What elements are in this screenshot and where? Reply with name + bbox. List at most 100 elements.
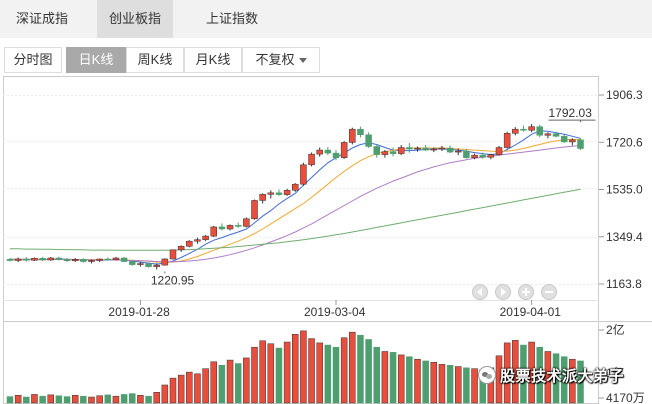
ma60-line <box>10 188 581 251</box>
candle <box>14 257 22 263</box>
volume-bar <box>129 393 136 404</box>
candle <box>243 217 250 228</box>
candle-body <box>177 246 185 251</box>
candle <box>292 183 299 192</box>
volume-bar <box>88 396 95 404</box>
zoom-out-icon[interactable] <box>541 284 557 300</box>
index-tab-bar: 深证成指 创业板指 上证指数 <box>0 0 652 38</box>
candle-body <box>96 258 103 261</box>
volume-bar <box>316 342 323 404</box>
volume-bar <box>560 356 568 404</box>
price-tick-label: 1349.4 <box>606 230 643 244</box>
candle <box>31 257 38 262</box>
chevron-down-icon <box>298 58 307 64</box>
candle-body <box>283 190 291 195</box>
candle-body <box>463 150 470 158</box>
tab-monthly-k[interactable]: 月K线 <box>184 47 242 73</box>
candle-body <box>569 139 576 143</box>
volume-bar <box>471 368 478 404</box>
candle <box>218 223 226 231</box>
candle-body <box>422 147 429 151</box>
pan-left-icon[interactable] <box>472 284 488 300</box>
volume-bar <box>324 344 332 404</box>
candle <box>104 257 112 261</box>
volume-bar <box>544 351 552 404</box>
candle <box>414 146 421 152</box>
candle-body <box>226 225 234 230</box>
candle <box>300 162 307 186</box>
ma20-line <box>9 145 581 263</box>
candle <box>267 190 275 199</box>
kline-chart[interactable]: 1906.3 1720.6 1535.0 1349.4 1163.8 1220.95 17… <box>0 76 652 404</box>
candle <box>194 237 201 244</box>
volume-bar <box>218 364 226 404</box>
tab-intraday[interactable]: 分时图 <box>4 47 62 73</box>
candle <box>226 224 234 231</box>
candle-body <box>381 151 389 155</box>
candle <box>129 260 136 266</box>
candle-body <box>544 133 552 136</box>
volume-bar <box>194 373 201 404</box>
adjust-select[interactable]: 不复权 <box>242 47 320 73</box>
candle <box>324 147 332 156</box>
volume-bar <box>455 366 462 404</box>
tab-shenzhen-component[interactable]: 深证成指 <box>15 11 68 26</box>
candle-body <box>365 134 372 147</box>
zoom-in-icon[interactable] <box>518 284 534 300</box>
volume-bar <box>169 377 177 404</box>
candle-body <box>71 259 79 262</box>
volume-bar <box>503 342 511 404</box>
watermark: 股票技术派大弟子 <box>478 364 624 386</box>
candle <box>283 188 291 196</box>
volume-bar <box>23 396 30 404</box>
volume-bar <box>80 395 87 404</box>
pan-right-icon[interactable] <box>495 284 511 300</box>
volume-bar <box>397 354 405 404</box>
candle <box>528 124 535 133</box>
candle-body <box>389 151 397 154</box>
volume-bar <box>389 352 397 404</box>
tab-shanghai-composite[interactable]: 上证指数 <box>205 11 258 26</box>
date-tick-label: 2019-01-28 <box>108 305 170 319</box>
candle <box>80 258 87 263</box>
candle-body <box>186 240 193 247</box>
date-axis: 2019-01-28 2019-03-04 2019-04-01 <box>108 300 561 319</box>
volume-bar <box>120 394 128 404</box>
candle <box>137 262 144 267</box>
volume-bar <box>552 353 560 404</box>
candle-body <box>332 152 340 158</box>
tab-chinext[interactable]: 创业板指 <box>97 0 173 38</box>
candle <box>259 193 266 204</box>
wechat-icon <box>478 366 496 384</box>
tab-weekly-k[interactable]: 周K线 <box>126 47 184 73</box>
candle <box>544 132 552 139</box>
volume-bar <box>226 359 234 404</box>
date-tick-label: 2019-04-01 <box>500 305 562 319</box>
candle-body <box>292 183 299 191</box>
candle-body <box>153 264 160 267</box>
candle <box>23 256 30 262</box>
candle-body <box>487 154 495 158</box>
candle-body <box>23 258 30 261</box>
candle <box>495 145 503 156</box>
volume-bar <box>577 360 584 404</box>
candle-body <box>80 259 87 262</box>
candle <box>422 144 429 152</box>
ma5-line <box>10 130 581 265</box>
candle-body <box>63 259 71 262</box>
candle-body <box>316 149 323 155</box>
candle-body <box>161 258 169 266</box>
volume-bar <box>365 339 372 404</box>
candle <box>39 256 46 262</box>
candle-body <box>552 133 560 137</box>
volume-bar <box>373 346 380 404</box>
volume-bar <box>495 355 503 404</box>
price-tick-label: 1535.0 <box>606 183 643 197</box>
volume-bar <box>349 331 356 404</box>
watermark-text: 股票技术派大弟子 <box>500 367 625 385</box>
volume-bar <box>414 358 421 404</box>
candle-body <box>31 257 38 261</box>
candle <box>169 249 177 260</box>
tab-daily-k[interactable]: 日K线 <box>66 47 126 73</box>
candle-body <box>577 139 584 149</box>
